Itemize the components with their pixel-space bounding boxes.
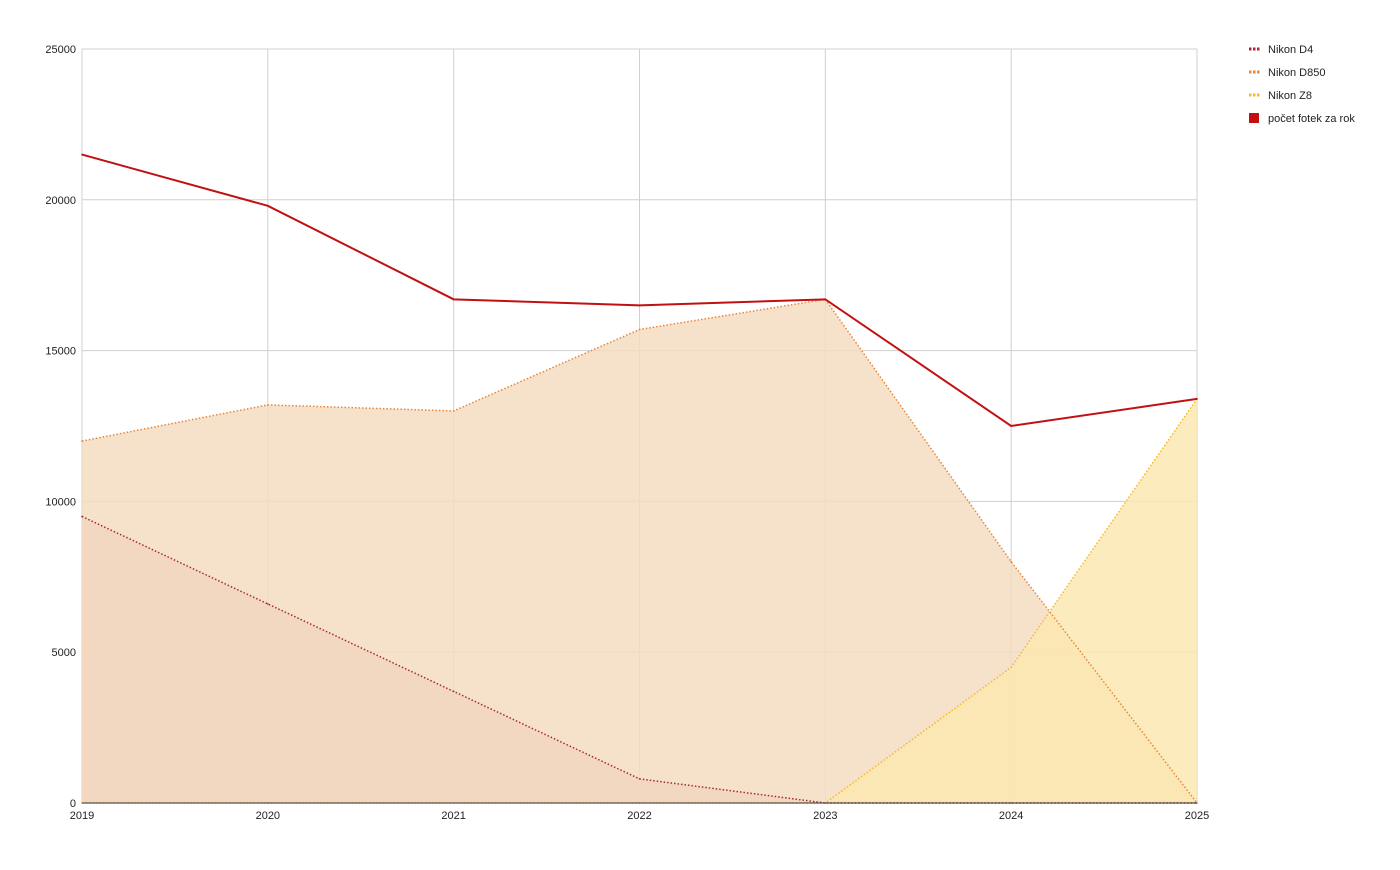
legend-swatch	[1257, 70, 1260, 74]
x-tick-label: 2020	[256, 810, 280, 822]
data-point	[452, 298, 455, 301]
data-point	[1010, 425, 1012, 427]
legend-label: Nikon D850	[1268, 67, 1325, 79]
x-tick-label: 2019	[70, 810, 94, 822]
legend: Nikon D4 Nikon D850 Nikon Z8 počet fotek za…	[1249, 44, 1355, 125]
area-series	[81, 298, 1198, 804]
y-tick-label: 20000	[45, 195, 76, 207]
legend-swatch	[1253, 93, 1256, 97]
data-point	[638, 778, 641, 780]
legend-swatch	[1249, 70, 1252, 74]
data-point	[267, 603, 269, 605]
legend-swatch	[1253, 70, 1256, 74]
data-point	[81, 440, 83, 442]
y-tick-label: 5000	[52, 647, 76, 659]
data-point	[267, 404, 269, 406]
data-point	[824, 298, 827, 301]
axes: 0 5000 10000 15000 20000 25000 2019 2020 2021 202…	[45, 44, 1209, 822]
x-tick-label: 2022	[627, 810, 651, 822]
line-series	[81, 153, 1198, 428]
data-point	[1010, 560, 1012, 563]
data-point	[81, 153, 83, 156]
y-tick-label: 0	[70, 798, 76, 810]
data-point	[81, 515, 83, 518]
data-point	[452, 410, 455, 412]
legend-swatch	[1249, 93, 1252, 97]
x-tick-label: 2021	[441, 810, 465, 822]
legend-swatch	[1253, 47, 1256, 51]
y-tick-label: 25000	[45, 44, 76, 56]
x-tick-label: 2024	[999, 810, 1023, 822]
legend-label: Nikon D4	[1268, 44, 1313, 56]
data-point	[638, 304, 641, 307]
data-point	[1010, 666, 1012, 669]
data-point	[638, 328, 641, 331]
legend-swatch	[1257, 47, 1260, 51]
x-tick-label: 2025	[1185, 810, 1209, 822]
legend-label: Nikon Z8	[1268, 90, 1312, 102]
x-tick-label: 2023	[813, 810, 837, 822]
legend-swatch	[1249, 47, 1252, 51]
legend-label: počet fotek za rok	[1268, 113, 1355, 125]
legend-swatch	[1249, 113, 1259, 123]
legend-swatch	[1257, 93, 1260, 97]
data-point	[1196, 398, 1198, 400]
area-fill-1	[82, 299, 1197, 803]
y-tick-label: 15000	[45, 346, 76, 358]
data-point	[267, 205, 269, 207]
area-fill-2	[82, 398, 1197, 803]
data-point	[452, 690, 455, 693]
y-tick-label: 10000	[45, 496, 76, 508]
